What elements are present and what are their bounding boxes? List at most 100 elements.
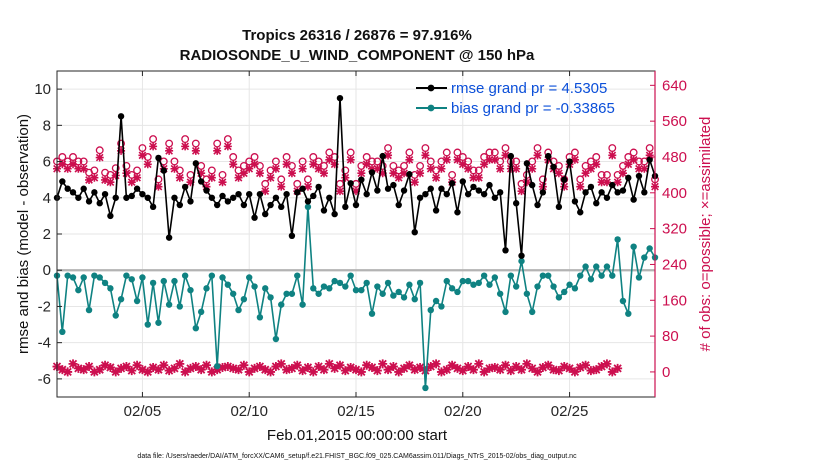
- y-right-tick-label: 560: [662, 113, 687, 130]
- obs-assimilated-point: [57, 365, 67, 375]
- rmse-series: [53, 94, 659, 259]
- obs-assimilated-near-point: [181, 142, 190, 151]
- obs-assimilated-point: [607, 367, 617, 377]
- rmse-point: [64, 185, 71, 192]
- bias-point: [502, 308, 509, 316]
- obs-assimilated-point: [495, 365, 505, 375]
- obs-possible-point: [293, 179, 302, 188]
- obs-possible-point: [95, 146, 104, 155]
- rmse-point: [523, 160, 531, 167]
- obs-assimilated-near-point: [85, 175, 94, 184]
- obs-assimilated-point: [490, 362, 500, 372]
- obs-assimilated-near-point: [261, 187, 270, 196]
- bias-point: [256, 314, 264, 321]
- obs-assimilated-near-point: [362, 160, 371, 169]
- bias-point: [336, 279, 344, 287]
- bias-point: [459, 277, 466, 285]
- obs-assimilated-near-point: [277, 182, 286, 191]
- obs-assimilated-near-point: [485, 155, 494, 164]
- rmse-point: [251, 214, 258, 221]
- rmse-point: [614, 189, 621, 196]
- obs-assimilated-point: [335, 360, 345, 370]
- obs-possible-point: [570, 148, 579, 157]
- obs-assimilated-near-point: [191, 146, 200, 155]
- bias-point: [614, 236, 621, 243]
- rmse-point: [80, 185, 87, 192]
- y-right-tick-label: 160: [662, 292, 687, 309]
- obs-assimilated-point: [68, 359, 78, 369]
- rmse-point: [561, 176, 568, 183]
- obs-assimilated-near-point: [74, 164, 83, 173]
- obs-assimilated-point: [543, 360, 553, 370]
- rmse-point: [352, 201, 360, 209]
- rmse-point: [326, 194, 333, 201]
- obs-assimilated-near-point: [63, 164, 72, 173]
- obs-assimilated-near-point: [106, 178, 115, 187]
- obs-assimilated-point: [559, 362, 569, 372]
- bias-point: [395, 288, 402, 296]
- obs-possible-point: [229, 153, 238, 161]
- obs-assimilated-near-point: [410, 178, 419, 187]
- legend: rmse grand pr = 4.5305 bias grand pr = -…: [416, 80, 615, 117]
- y-right-tick-label: 240: [662, 256, 687, 273]
- obs-assimilated-point: [212, 365, 222, 375]
- legend-rmse-marker: [427, 84, 435, 92]
- obs-assimilated-near-point: [602, 178, 611, 187]
- obs-assimilated-point: [506, 366, 516, 376]
- obs-possible-point: [287, 161, 296, 170]
- rmse-point: [149, 203, 157, 211]
- obs-possible-point: [255, 161, 264, 170]
- obs-assimilated-near-point: [597, 178, 606, 187]
- chart-title-line1: Tropics 26316 / 26876 = 97.916%: [242, 27, 472, 44]
- obs-possible-point: [448, 170, 457, 179]
- bias-point: [75, 286, 82, 294]
- obs-assimilated-point: [565, 363, 575, 373]
- bias-point: [342, 283, 349, 290]
- rmse-point: [358, 176, 365, 183]
- rmse-point: [496, 189, 504, 196]
- rmse-point: [518, 252, 525, 259]
- obs-possible-point: [442, 148, 451, 157]
- obs-assimilated-near-point: [496, 164, 505, 173]
- obs-assimilated-point: [517, 365, 527, 375]
- rmse-point: [256, 190, 264, 198]
- rmse-point: [502, 247, 509, 254]
- rmse-point: [475, 187, 483, 194]
- bias-point: [171, 277, 178, 285]
- data-file-footer: data file: /Users/raeder/DAI/ATM_forcXX/…: [137, 453, 577, 460]
- obs-assimilated-point: [399, 363, 409, 373]
- y-right-tick-label: 640: [662, 77, 687, 94]
- obs-possible-point: [501, 144, 510, 152]
- obs-assimilated-near-point: [346, 155, 355, 164]
- bias-point: [491, 274, 499, 281]
- bias-point: [374, 283, 381, 290]
- bias-point: [593, 263, 600, 270]
- bias-point: [192, 324, 200, 332]
- obs-assimilated-point: [100, 360, 110, 370]
- rmse-point: [197, 178, 205, 185]
- bias-point: [534, 283, 541, 290]
- rmse-point: [422, 190, 429, 198]
- bias-point: [635, 274, 643, 281]
- rmse-point: [630, 196, 637, 203]
- rmse-point: [203, 187, 210, 194]
- obs-assimilated-near-point: [560, 182, 569, 191]
- obs-assimilated-point: [121, 362, 131, 372]
- obs-possible-point: [346, 148, 355, 157]
- rmse-point: [262, 210, 269, 218]
- obs-assimilated-point: [202, 360, 211, 370]
- rmse-point: [582, 189, 589, 196]
- rmse-point: [480, 190, 488, 198]
- obs-assimilated-point: [143, 367, 153, 377]
- rmse-point: [278, 203, 285, 211]
- obs-assimilated-point: [586, 366, 596, 376]
- obs-assimilated-near-point: [394, 173, 403, 182]
- bias-point: [187, 286, 194, 294]
- obs-assimilated-near-point: [384, 151, 393, 160]
- obs-assimilated-near-point: [517, 187, 526, 196]
- obs-assimilated-near-point: [373, 164, 382, 173]
- obs-possible-point: [629, 148, 638, 157]
- bias-point: [363, 279, 370, 287]
- bias-point: [96, 274, 103, 281]
- y-left-tick-label: 4: [43, 190, 51, 207]
